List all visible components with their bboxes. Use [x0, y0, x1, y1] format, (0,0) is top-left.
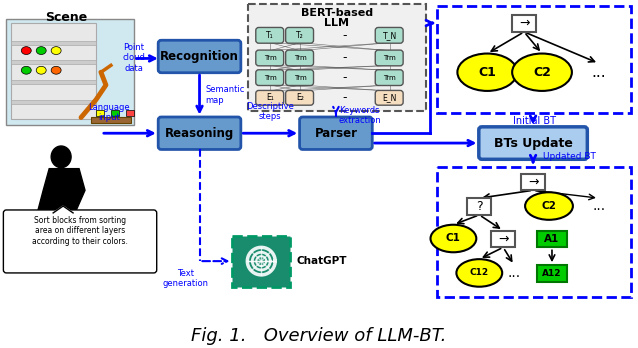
Text: E₁: E₁ [266, 93, 274, 102]
Text: BTs Update: BTs Update [494, 136, 572, 150]
Polygon shape [53, 206, 73, 213]
Bar [248, 4, 426, 111]
Ellipse shape [431, 225, 477, 252]
FancyBboxPatch shape [286, 90, 313, 105]
Text: Updated BT: Updated BT [543, 152, 596, 161]
Ellipse shape [51, 66, 61, 74]
Text: C2: C2 [542, 201, 556, 211]
Text: Sort blocks from sorting
area on different layers
according to their colors.: Sort blocks from sorting area on differe… [32, 216, 128, 246]
Text: BERT-based: BERT-based [301, 8, 373, 18]
Text: Scene: Scene [45, 11, 87, 24]
Text: Trm: Trm [264, 55, 277, 61]
Ellipse shape [457, 54, 517, 91]
Text: Text
generation: Text generation [163, 269, 209, 288]
Bar [537, 265, 567, 282]
Text: E_N: E_N [383, 93, 397, 102]
Text: Trm: Trm [264, 74, 277, 81]
Text: Trm: Trm [383, 55, 396, 61]
Ellipse shape [36, 47, 46, 55]
Bar [521, 174, 545, 190]
Text: LLM: LLM [324, 18, 350, 28]
Bar [126, 110, 134, 116]
Bar [11, 100, 96, 104]
Text: ...: ... [508, 266, 521, 280]
Bar [96, 110, 104, 116]
Ellipse shape [456, 259, 502, 287]
Text: Recognition: Recognition [160, 50, 239, 63]
Text: Trm: Trm [383, 74, 396, 81]
Bar [91, 118, 131, 124]
FancyBboxPatch shape [3, 210, 157, 273]
Text: T₂: T₂ [296, 31, 304, 40]
Text: →: → [528, 175, 538, 188]
Text: T_N: T_N [383, 31, 397, 40]
Text: Reasoning: Reasoning [165, 127, 234, 140]
Text: -: - [343, 71, 347, 84]
Bar [11, 23, 96, 119]
Text: ChatGPT: ChatGPT [296, 256, 346, 266]
Text: C1: C1 [446, 234, 461, 244]
FancyBboxPatch shape [256, 70, 284, 86]
FancyBboxPatch shape [286, 70, 313, 86]
Bar [537, 231, 567, 247]
Text: -: - [343, 52, 347, 64]
Bar [512, 15, 536, 32]
FancyBboxPatch shape [286, 50, 313, 66]
Bar [11, 41, 96, 45]
Bar [11, 61, 96, 64]
Bar [438, 6, 630, 112]
Text: T₁: T₁ [267, 31, 274, 40]
Text: A1: A1 [544, 234, 560, 244]
FancyBboxPatch shape [286, 27, 313, 43]
Ellipse shape [21, 66, 31, 74]
FancyBboxPatch shape [256, 50, 284, 66]
Text: Trm: Trm [293, 74, 306, 81]
Ellipse shape [525, 192, 573, 220]
Ellipse shape [512, 54, 572, 91]
Text: Semantic
map: Semantic map [205, 85, 245, 104]
FancyBboxPatch shape [375, 90, 403, 105]
Ellipse shape [51, 146, 71, 168]
Text: -: - [343, 29, 347, 42]
FancyBboxPatch shape [158, 40, 241, 73]
Bar [11, 80, 96, 84]
Text: -: - [343, 91, 347, 104]
Text: C12: C12 [470, 268, 489, 277]
Polygon shape [37, 169, 85, 213]
Text: C2: C2 [533, 66, 551, 79]
FancyBboxPatch shape [158, 117, 241, 149]
Text: C1: C1 [478, 66, 496, 79]
Text: E₂: E₂ [296, 93, 304, 102]
Bar [491, 231, 515, 247]
FancyBboxPatch shape [478, 127, 588, 159]
Text: Fig. 1.   Overview of LLM-BT.: Fig. 1. Overview of LLM-BT. [191, 327, 447, 345]
Text: Parser: Parser [315, 127, 357, 140]
Bar [111, 110, 119, 116]
FancyBboxPatch shape [375, 27, 403, 43]
Text: ...: ... [591, 65, 606, 80]
Text: Keywords
extraction: Keywords extraction [338, 106, 381, 125]
Bar [6, 19, 134, 125]
Text: ...: ... [592, 199, 605, 213]
Bar [468, 198, 491, 215]
FancyBboxPatch shape [375, 70, 403, 86]
Text: →: → [498, 232, 508, 245]
Text: Trm: Trm [293, 55, 306, 61]
Text: ?: ? [476, 200, 482, 213]
FancyBboxPatch shape [256, 27, 284, 43]
FancyBboxPatch shape [375, 50, 403, 66]
Text: Point
cloud
data: Point cloud data [122, 43, 145, 72]
FancyBboxPatch shape [300, 117, 372, 149]
Ellipse shape [36, 66, 46, 74]
Text: Descriptive
steps: Descriptive steps [246, 102, 294, 121]
Bar [232, 236, 290, 287]
Ellipse shape [51, 47, 61, 55]
Ellipse shape [21, 47, 31, 55]
Text: A12: A12 [542, 269, 561, 278]
Bar [438, 167, 630, 296]
FancyBboxPatch shape [256, 90, 284, 105]
Text: →: → [519, 17, 530, 30]
Text: Language
input: Language input [88, 103, 130, 122]
Text: Initial BT: Initial BT [512, 116, 556, 126]
